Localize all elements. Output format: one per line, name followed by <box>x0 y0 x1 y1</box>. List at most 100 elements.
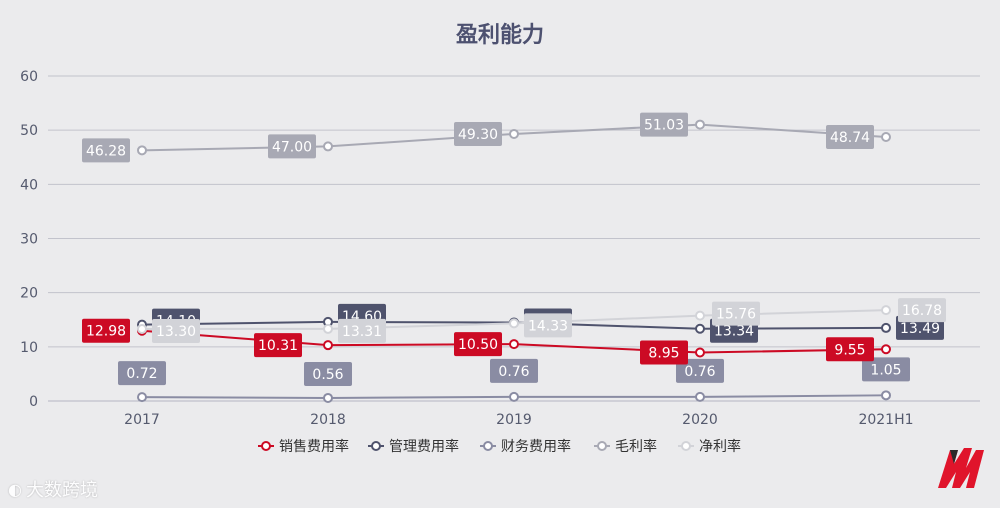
y-tick-label: 10 <box>20 340 38 356</box>
data-point <box>695 119 705 130</box>
data-point <box>137 145 147 156</box>
data-label-box <box>524 313 572 338</box>
series <box>137 119 891 156</box>
data-label-text: 16.78 <box>902 303 942 319</box>
data-label: 0.56 <box>304 361 352 386</box>
data-label-box <box>640 112 688 137</box>
data-point <box>881 131 891 142</box>
data-label-text: 51.03 <box>644 118 684 134</box>
data-label-box <box>304 361 352 386</box>
watermark-text: 大数跨境 <box>25 480 98 501</box>
data-label: 10.50 <box>454 332 502 357</box>
data-label-box <box>640 340 688 365</box>
data-label: 0.72 <box>118 361 166 386</box>
data-label-text: 12.98 <box>86 324 126 340</box>
data-label-box <box>82 318 130 343</box>
data-point <box>695 347 705 358</box>
data-point <box>509 128 519 139</box>
legend-item[interactable]: 财务费用率 <box>480 438 571 455</box>
data-label-text: 10.31 <box>258 338 298 354</box>
data-label: 48.74 <box>826 124 874 149</box>
data-label: 9.55 <box>826 337 874 362</box>
data-label-box <box>82 138 130 163</box>
data-point <box>881 305 891 316</box>
data-label-text: 0.56 <box>312 367 343 383</box>
legend-label: 财务费用率 <box>501 438 571 455</box>
data-label-text: 1.05 <box>870 362 901 378</box>
legend-label: 毛利率 <box>615 438 657 455</box>
data-label-box <box>490 358 538 383</box>
data-label-text: 13.34 <box>714 324 754 340</box>
dark-logo-icon: ◐ <box>8 479 22 499</box>
data-label-box <box>826 337 874 362</box>
data-point <box>323 340 333 351</box>
data-point <box>137 392 147 403</box>
data-label: 13.30 <box>152 318 200 343</box>
y-tick-label: 40 <box>20 177 38 193</box>
legend-marker-dot <box>681 441 691 451</box>
data-label: 14.33 <box>524 313 572 338</box>
watermark: ◐ 大数跨境 <box>8 476 98 502</box>
data-point <box>881 390 891 401</box>
data-label: 0.76 <box>676 358 724 383</box>
data-label: 13.31 <box>338 318 386 343</box>
data-point <box>323 323 333 334</box>
chart-title: 盈利能力 <box>455 22 544 48</box>
data-point <box>323 392 333 403</box>
data-label-box <box>254 333 302 358</box>
legend-item[interactable]: 毛利率 <box>594 438 657 455</box>
data-label: 8.95 <box>640 340 688 365</box>
legend-label: 销售费用率 <box>279 438 349 455</box>
x-tick-label: 2018 <box>310 412 346 428</box>
data-label: 51.03 <box>640 112 688 137</box>
x-tick-label: 2021H1 <box>858 412 913 428</box>
data-label: 0.76 <box>490 358 538 383</box>
data-label-box <box>676 358 724 383</box>
legend-item[interactable]: 管理费用率 <box>368 438 459 455</box>
data-label-text: 0.76 <box>498 364 529 380</box>
data-labels: 14.1014.6014.5013.3413.4913.3013.3114.33… <box>82 112 946 386</box>
data-label-text: 9.55 <box>834 342 865 358</box>
data-label-box <box>712 301 760 326</box>
data-point <box>695 310 705 321</box>
legend-item[interactable]: 销售费用率 <box>258 438 349 455</box>
data-label: 15.76 <box>712 301 760 326</box>
data-label-box <box>826 124 874 149</box>
legend-item[interactable]: 净利率 <box>678 438 741 455</box>
y-axis: 0 10 20 30 40 50 60 <box>20 69 38 410</box>
data-label: 46.28 <box>82 138 130 163</box>
data-label-box <box>118 361 166 386</box>
data-label-text: 0.76 <box>684 364 715 380</box>
data-label: 12.98 <box>82 318 130 343</box>
data-label-text: 15.76 <box>716 307 756 323</box>
data-label-text: 46.28 <box>86 143 126 159</box>
x-tick-label: 2017 <box>124 412 160 428</box>
y-tick-label: 60 <box>20 69 38 85</box>
data-point <box>881 322 891 333</box>
data-label-text: 0.72 <box>126 366 157 382</box>
data-point <box>137 323 147 334</box>
data-label: 10.31 <box>254 333 302 358</box>
data-point <box>695 323 705 334</box>
data-label-text: 47.00 <box>272 139 312 155</box>
data-label-text: 14.33 <box>528 318 568 334</box>
data-label-box <box>268 134 316 159</box>
series <box>137 325 891 358</box>
x-tick-label: 2020 <box>682 412 718 428</box>
y-tick-label: 0 <box>29 394 38 410</box>
data-point <box>509 339 519 350</box>
legend-marker-dot <box>371 441 381 451</box>
y-tick-label: 20 <box>20 286 38 302</box>
legend-marker-dot <box>483 441 493 451</box>
data-label: 16.78 <box>898 298 946 323</box>
x-tick-label: 2019 <box>496 412 532 428</box>
legend-marker-dot <box>261 441 271 451</box>
data-point <box>509 318 519 329</box>
series <box>137 305 891 334</box>
legend: 销售费用率 管理费用率 财务费用率 毛利率 净利率 <box>258 438 741 455</box>
data-label: 47.00 <box>268 134 316 159</box>
data-label-text: 48.74 <box>830 130 870 146</box>
legend-marker-dot <box>597 441 607 451</box>
data-label-box <box>898 298 946 323</box>
